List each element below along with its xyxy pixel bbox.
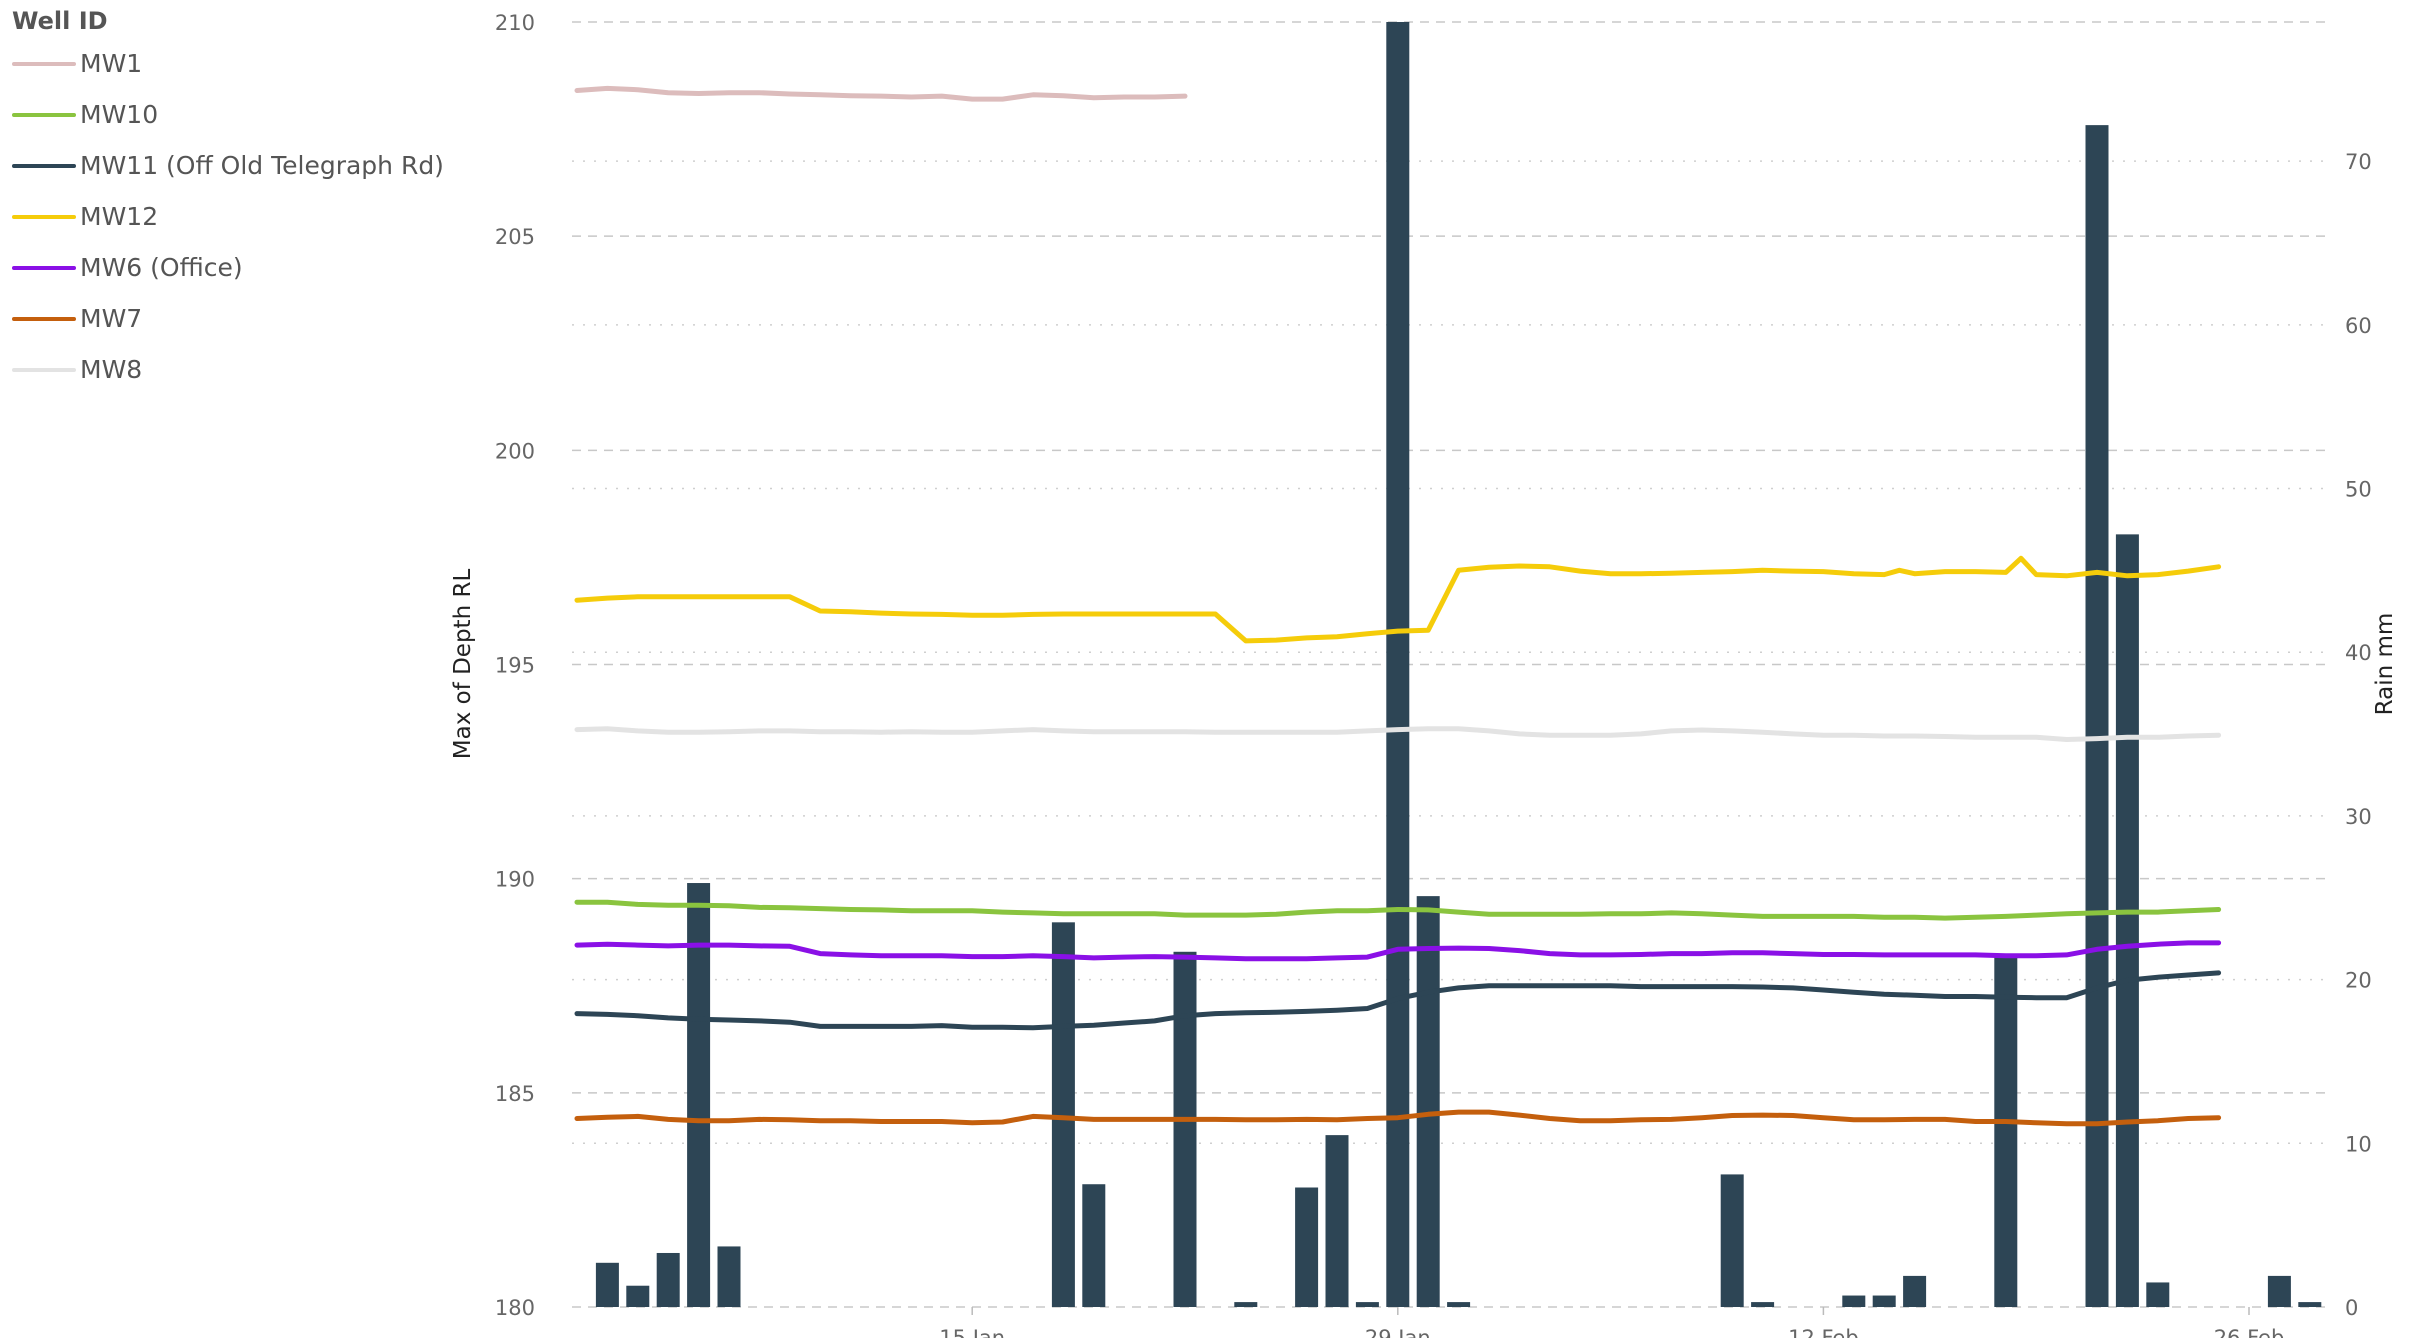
y-tick-label: 180 xyxy=(495,1296,535,1320)
axes: 180 185 190 195 200 205 210 0 10 20 30 40 50 60 70 15 J… xyxy=(495,11,2372,1338)
legend-swatch xyxy=(12,367,76,372)
x-tick-label: 26 Feb xyxy=(2214,1326,2285,1338)
rain-bar xyxy=(1295,1187,1319,1307)
legend-label: MW11 (Off Old Telegraph Rd) xyxy=(80,151,444,180)
rain-bar xyxy=(2146,1282,2170,1307)
series-line xyxy=(574,899,2222,921)
rain-bar xyxy=(1082,1184,1106,1307)
rain-bar xyxy=(1355,1302,1379,1307)
depth-lines xyxy=(574,85,2222,1127)
rain-bar xyxy=(2085,125,2109,1307)
legend-item[interactable]: MW10 xyxy=(12,89,452,140)
legend-item[interactable]: MW12 xyxy=(12,191,452,242)
legend-item[interactable]: MW11 (Off Old Telegraph Rd) xyxy=(12,140,452,191)
legend-label: MW8 xyxy=(80,355,143,384)
legend-label: MW1 xyxy=(80,49,143,78)
rain-bar xyxy=(2298,1302,2322,1307)
rain-bar xyxy=(1842,1295,1866,1307)
rain-bars xyxy=(595,22,2322,1307)
y2-tick-label: 40 xyxy=(2345,641,2372,665)
legend-swatch xyxy=(12,163,76,168)
rain-bar xyxy=(1386,22,1410,1307)
rain-bar xyxy=(2115,534,2139,1307)
y2-tick-label: 50 xyxy=(2345,478,2372,502)
legend-swatch xyxy=(12,265,76,270)
y-tick-label: 185 xyxy=(495,1082,535,1106)
y2-tick-label: 60 xyxy=(2345,314,2372,338)
rain-bar xyxy=(1325,1135,1349,1307)
legend-title: Well ID xyxy=(12,7,108,35)
legend-label: MW7 xyxy=(80,304,143,333)
rain-bar xyxy=(1751,1302,1775,1307)
series-line xyxy=(574,970,2222,1031)
rain-bar xyxy=(1447,1302,1471,1307)
legend-item[interactable]: MW7 xyxy=(12,293,452,344)
rain-bar xyxy=(626,1285,650,1307)
legend-label: MW10 xyxy=(80,100,159,129)
rain-bar xyxy=(1994,955,2018,1307)
series-line xyxy=(574,555,2222,644)
legend-label: MW6 (Office) xyxy=(80,253,243,282)
rain-bar xyxy=(656,1252,680,1307)
legend-swatch xyxy=(12,112,76,117)
rain-bar xyxy=(1173,951,1197,1307)
rain-bar xyxy=(595,1262,619,1307)
grid-lines xyxy=(572,21,2325,1308)
legend-item[interactable]: MW6 (Office) xyxy=(12,242,452,293)
legend-swatch xyxy=(12,214,76,219)
series-line xyxy=(574,1109,2222,1127)
y-tick-label: 195 xyxy=(495,654,535,678)
rain-bar xyxy=(717,1246,741,1307)
legend-item[interactable]: MW1 xyxy=(12,38,452,89)
legend-swatch xyxy=(12,61,76,66)
rain-bar xyxy=(1051,922,1075,1307)
legend: Well ID MW1 MW10 MW11 (Off Old Telegraph R… xyxy=(12,4,452,395)
y-tick-label: 205 xyxy=(495,225,535,249)
y2-axis-title: Rain mm xyxy=(2372,613,2398,716)
rain-bar xyxy=(2267,1275,2291,1307)
series-line xyxy=(574,726,2222,742)
y-tick-label: 200 xyxy=(495,439,535,463)
legend-swatch xyxy=(12,316,76,321)
series-line xyxy=(574,85,1188,102)
legend-items: MW1 MW10 MW11 (Off Old Telegraph Rd) MW12 MW… xyxy=(12,38,452,395)
y-axis-title: Max of Depth RL xyxy=(450,569,476,760)
y2-tick-label: 20 xyxy=(2345,969,2372,993)
x-tick-label: 12 Feb xyxy=(1788,1326,1859,1338)
legend-label: MW12 xyxy=(80,202,159,231)
rain-bar xyxy=(1903,1275,1927,1307)
rain-bar xyxy=(1720,1174,1744,1307)
x-tick-label: 15 Jan xyxy=(939,1326,1005,1338)
y2-tick-label: 70 xyxy=(2345,150,2372,174)
y2-tick-label: 10 xyxy=(2345,1132,2372,1156)
legend-item[interactable]: MW8 xyxy=(12,344,452,395)
y2-tick-label: 0 xyxy=(2345,1296,2358,1320)
series-line xyxy=(574,940,2222,962)
rain-bar xyxy=(1234,1302,1258,1307)
x-tick-label: 29 Jan xyxy=(1365,1326,1431,1338)
y-tick-label: 210 xyxy=(495,11,535,35)
rain-bar xyxy=(687,883,711,1307)
rain-bar xyxy=(1416,896,1440,1307)
rain-bar xyxy=(1872,1295,1896,1307)
y2-tick-label: 30 xyxy=(2345,805,2372,829)
y-tick-label: 190 xyxy=(495,868,535,892)
